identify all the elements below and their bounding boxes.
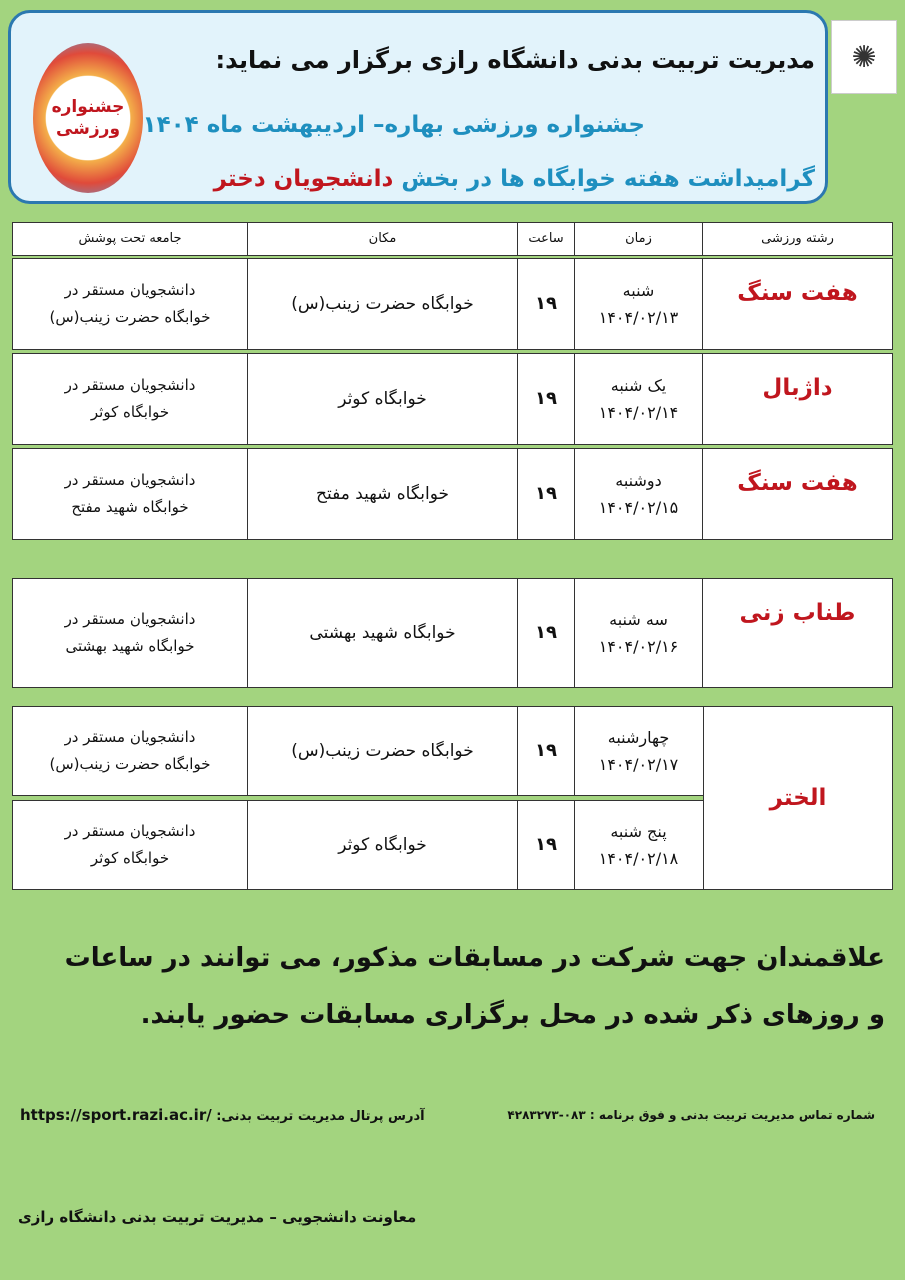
portal-url-link[interactable]: https://sport.razi.ac.ir/ [20, 1106, 212, 1124]
date-value: ۱۴۰۴/۰۲/۱۶ [598, 637, 679, 656]
audience-line-1: دانشجویان مستقر در [64, 610, 196, 628]
razi-university-logo-icon: ✺ [831, 20, 897, 94]
day-name: چهارشنبه [607, 727, 670, 747]
audience-line-1: دانشجویان مستقر در [64, 728, 196, 746]
portal-address: آدرس پرتال مدیریت تربیت بدنی: https://sp… [20, 1106, 425, 1124]
audience-cell: دانشجویان مستقر در خوابگاه کوثر [13, 801, 247, 889]
place-value: خوابگاه حضرت زینب(س) [247, 259, 517, 349]
festival-badge-image: جشنواره ورزشی [33, 43, 143, 193]
contact-phone: شماره تماس مدیریت تربیت بدنی و فوق برنام… [507, 1108, 875, 1122]
sport-name: هفت سنگ [702, 449, 892, 539]
header-place: مکان [247, 223, 517, 255]
notice-line-1: علاقمندان جهت شرکت در مسابقات مذکور، می … [64, 943, 885, 973]
audience-line-1: دانشجویان مستقر در [64, 471, 196, 489]
sport-name: هفت سنگ [702, 259, 892, 349]
audience-cell: دانشجویان مستقر در خوابگاه حضرت زینب(س) [13, 707, 247, 795]
day-name: سه شنبه [609, 609, 668, 629]
date-cell: سه شنبه ۱۴۰۴/۰۲/۱۶ [574, 579, 702, 687]
day-name: یک شنبه [610, 375, 667, 395]
table-header-row: رشته ورزشی زمان ساعت مکان جامعه تحت پوشش [12, 222, 893, 256]
audience-cell: دانشجویان مستقر در خوابگاه شهید مفتح [13, 449, 247, 539]
table-row: هفت سنگ دوشنبه ۱۴۰۴/۰۲/۱۵ ۱۹ خوابگاه شهید مف… [12, 448, 893, 540]
date-cell: چهارشنبه ۱۴۰۴/۰۲/۱۷ [574, 707, 702, 795]
badge-text: جشنواره ورزشی [51, 96, 125, 139]
place-value: خوابگاه شهید مفتح [247, 449, 517, 539]
audience-line-2: خوابگاه حضرت زینب(س) [49, 308, 211, 326]
hour-value: ۱۹ [517, 354, 574, 444]
place-value: خوابگاه حضرت زینب(س) [247, 707, 517, 795]
header-time: زمان [574, 223, 702, 255]
day-name: دوشنبه [615, 470, 662, 490]
date-value: ۱۴۰۴/۰۲/۱۵ [598, 498, 679, 517]
audience-cell: دانشجویان مستقر در خوابگاه شهید بهشتی [13, 579, 247, 687]
audience-line-2: خوابگاه کوثر [90, 849, 170, 867]
footer-text: معاونت دانشجویی – مدیریت تربیت بدنی دانش… [18, 1208, 417, 1226]
audience-line-1: دانشجویان مستقر در [64, 281, 196, 299]
event-line-prefix: گرامیداشت هفته خوابگاه ها در بخش [401, 166, 815, 192]
hour-value: ۱۹ [517, 259, 574, 349]
place-value: خوابگاه کوثر [247, 354, 517, 444]
audience-line-2: خوابگاه شهید مفتح [71, 498, 189, 516]
festival-subtitle: جشنواره ورزشی بهاره– اردیبهشت ماه ۱۴۰۴ [142, 112, 645, 138]
page-title: مدیریت تربیت بدنی دانشگاه رازی برگزار می… [215, 46, 815, 74]
date-cell: یک شنبه ۱۴۰۴/۰۲/۱۴ [574, 354, 702, 444]
hour-value: ۱۹ [517, 579, 574, 687]
audience-line-2: خوابگاه کوثر [90, 403, 170, 421]
date-value: ۱۴۰۴/۰۲/۱۷ [598, 755, 679, 774]
hour-value: ۱۹ [517, 801, 574, 889]
audience-line-2: خوابگاه حضرت زینب(س) [49, 755, 211, 773]
place-value: خوابگاه کوثر [247, 801, 517, 889]
header-hour: ساعت [517, 223, 574, 255]
table-row: داژبال یک شنبه ۱۴۰۴/۰۲/۱۴ ۱۹ خوابگاه کوثر دان… [12, 353, 893, 445]
date-cell: شنبه ۱۴۰۴/۰۲/۱۳ [574, 259, 702, 349]
header-sport: رشته ورزشی [702, 223, 892, 255]
day-name: شنبه [622, 280, 655, 300]
date-value: ۱۴۰۴/۰۲/۱۴ [598, 403, 679, 422]
header-audience: جامعه تحت پوشش [78, 231, 182, 247]
sport-name: داژبال [702, 354, 892, 444]
portal-label: آدرس پرتال مدیریت تربیت بدنی: [216, 1109, 425, 1124]
table-row: هفت سنگ شنبه ۱۴۰۴/۰۲/۱۳ ۱۹ خوابگاه حضرت زینب… [12, 258, 893, 350]
sport-name-merged: الختر [703, 706, 893, 890]
audience-line-1: دانشجویان مستقر در [64, 376, 196, 394]
date-value: ۱۴۰۴/۰۲/۱۳ [598, 308, 679, 327]
day-name: پنج شنبه [610, 821, 667, 841]
notice-line-2: و روزهای ذکر شده در محل برگزاری مسابقات … [140, 1000, 885, 1031]
event-line-highlight: دانشجویان دختر [213, 166, 394, 192]
hour-value: ۱۹ [517, 449, 574, 539]
sport-name: طناب زنی [702, 579, 892, 687]
date-cell: پنج شنبه ۱۴۰۴/۰۲/۱۸ [574, 801, 702, 889]
event-line: گرامیداشت هفته خوابگاه ها در بخش دانشجوی… [214, 165, 815, 195]
place-value: خوابگاه شهید بهشتی [247, 579, 517, 687]
audience-cell: دانشجویان مستقر در خوابگاه کوثر [13, 354, 247, 444]
hour-value: ۱۹ [517, 707, 574, 795]
audience-line-1: دانشجویان مستقر در [64, 822, 196, 840]
header-box: جشنواره ورزشی مدیریت تربیت بدنی دانشگاه … [8, 10, 828, 204]
audience-cell: دانشجویان مستقر در خوابگاه حضرت زینب(س) [13, 259, 247, 349]
table-row: طناب زنی سه شنبه ۱۴۰۴/۰۲/۱۶ ۱۹ خوابگاه شهید … [12, 578, 893, 688]
date-cell: دوشنبه ۱۴۰۴/۰۲/۱۵ [574, 449, 702, 539]
notice-text: علاقمندان جهت شرکت در مسابقات مذکور، می … [20, 930, 885, 1044]
audience-line-2: خوابگاه شهید بهشتی [65, 637, 195, 655]
date-value: ۱۴۰۴/۰۲/۱۸ [598, 849, 679, 868]
